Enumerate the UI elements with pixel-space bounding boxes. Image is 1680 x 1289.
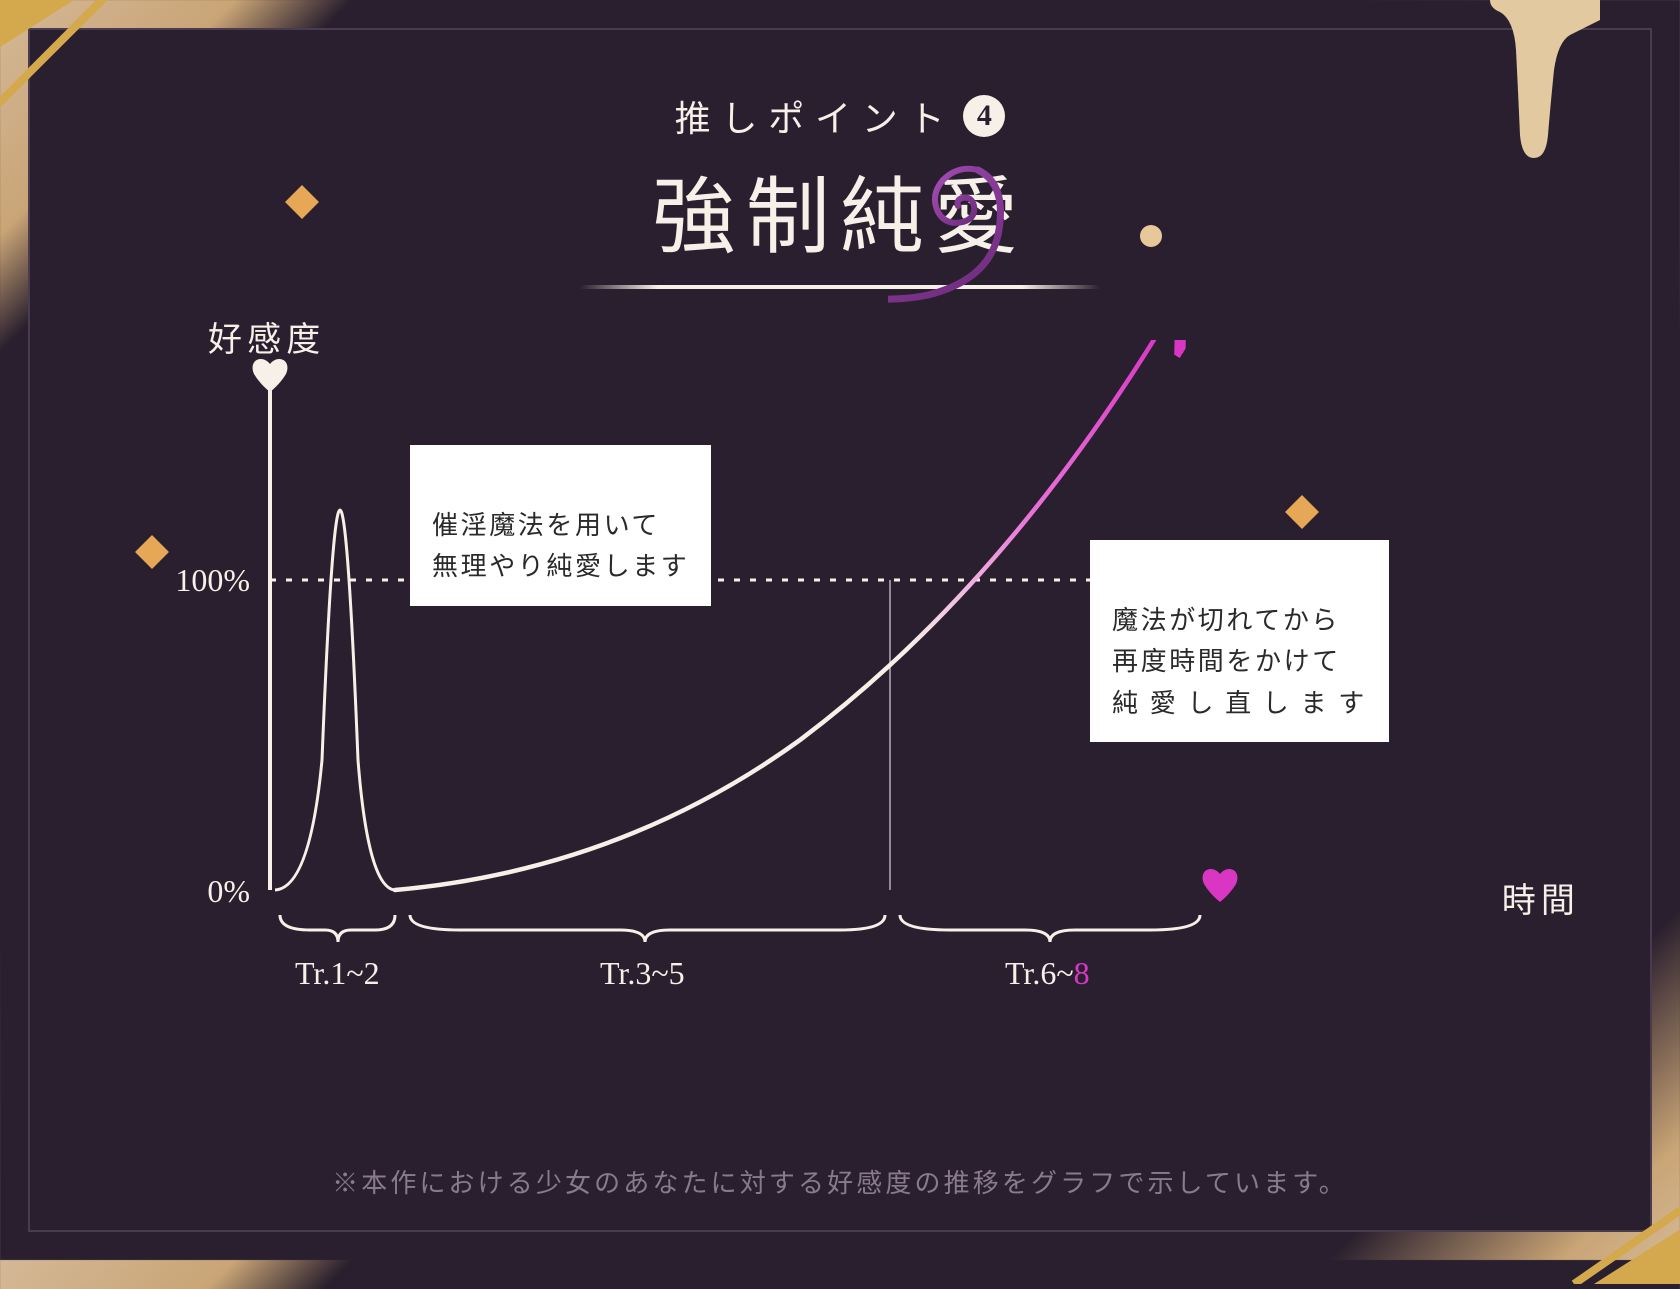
dot-icon <box>1140 225 1162 247</box>
track-label-3: Tr.6~8 <box>1005 955 1090 992</box>
annotation-box-2: 魔法が切れてから 再度時間をかけて 純 愛 し 直 し ま す <box>1090 540 1389 742</box>
track-label-1: Tr.1~2 <box>295 955 380 992</box>
subtitle-text: 推しポイント <box>675 90 956 142</box>
growth-curve <box>395 340 1160 890</box>
heart-icon-y <box>253 359 288 392</box>
heart-icon-x <box>1203 869 1238 902</box>
annotation-box-1: 催淫魔法を用いて 無理やり純愛します <box>410 445 711 606</box>
point-badge: 4 <box>963 95 1005 137</box>
annotation-text-2: 魔法が切れてから 再度時間をかけて 純 愛 し 直 し ま す <box>1112 606 1367 718</box>
chart: 好感度 時間 100% 0% <box>200 340 1480 1020</box>
brace-2 <box>410 915 885 942</box>
footnote: ※本作における少女のあなたに対する好感度の推移をグラフで示しています。 <box>0 1163 1680 1200</box>
swirl-decoration <box>888 140 1088 320</box>
brace-1 <box>280 915 395 942</box>
corner-accent-br <box>1564 1144 1680 1274</box>
track-label-2: Tr.3~5 <box>600 955 685 992</box>
track-prefix: Tr. <box>295 955 330 991</box>
corner-accent-tl <box>0 0 116 166</box>
annotation-text-1: 催淫魔法を用いて 無理やり純愛します <box>432 511 689 582</box>
drip-decoration <box>1490 0 1600 175</box>
track-range: 6~ <box>1040 955 1073 991</box>
x-axis-title: 時間 <box>1502 873 1580 922</box>
title: 強制純愛 <box>652 150 1028 271</box>
header: 推しポイント 4 強制純愛 <box>0 90 1680 289</box>
track-range: 3~5 <box>635 955 684 991</box>
track-prefix: Tr. <box>1005 955 1040 991</box>
track-prefix: Tr. <box>600 955 635 991</box>
brace-3 <box>900 915 1200 942</box>
subtitle-row: 推しポイント 4 <box>0 90 1680 142</box>
track-accent: 8 <box>1074 955 1090 991</box>
track-range: 1~2 <box>330 955 379 991</box>
spike-line <box>275 510 395 890</box>
